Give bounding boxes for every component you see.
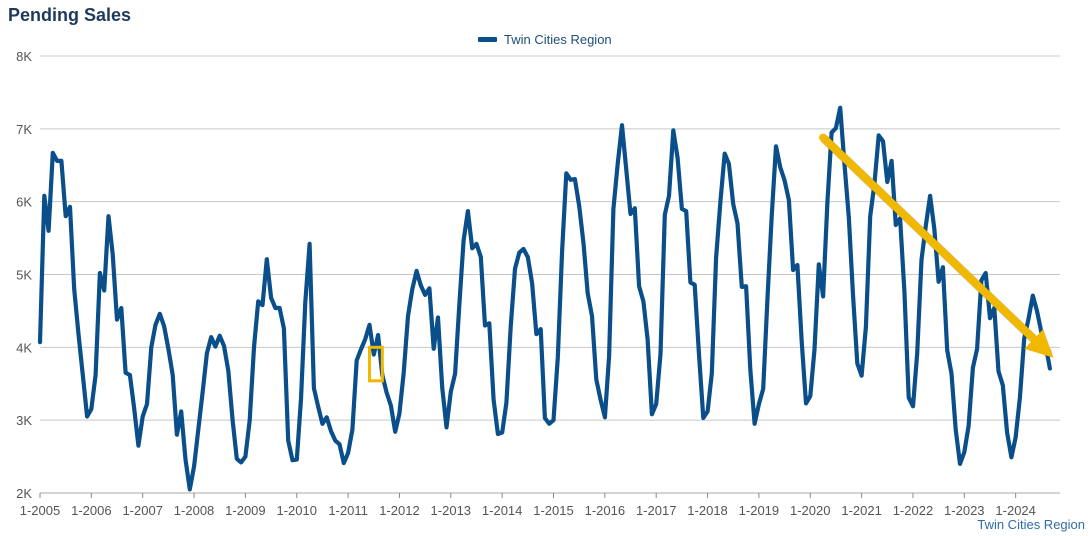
y-tick-label: 4K — [16, 340, 32, 355]
x-axis: 1-2005 1-2006 1-2007 1-2008 1-2009 1-2010 1-20… — [20, 492, 1060, 518]
y-axis: 2K 3K 4K 5K 6K 7K 8K — [16, 49, 32, 501]
y-tick-label: 5K — [16, 268, 32, 283]
x-tick-label: 1-2014 — [482, 503, 522, 518]
x-tick-label: 1-2016 — [585, 503, 625, 518]
x-tick-label: 1-2019 — [739, 503, 779, 518]
x-tick-label: 1-2006 — [71, 503, 111, 518]
x-tick-label: 1-2017 — [636, 503, 676, 518]
series-layer — [37, 105, 1053, 492]
x-tick-label: 1-2010 — [277, 503, 317, 518]
y-tick-label: 3K — [16, 413, 32, 428]
y-tick-label: 7K — [16, 122, 32, 137]
legend[interactable]: Twin Cities Region — [478, 32, 612, 47]
x-tick-label: 1-2022 — [893, 503, 933, 518]
x-tick-label: 1-2013 — [431, 503, 471, 518]
x-tick-label: 1-2011 — [328, 503, 368, 518]
y-tick-label: 2K — [16, 486, 32, 501]
x-tick-label: 1-2005 — [20, 503, 60, 518]
x-tick-label: 1-2007 — [122, 503, 162, 518]
source-label: Twin Cities Region — [977, 517, 1085, 532]
y-tick-label: 8K — [16, 49, 32, 64]
trend-arrow — [819, 133, 1054, 358]
x-tick-label: 1-2009 — [225, 503, 265, 518]
legend-label: Twin Cities Region — [504, 32, 612, 47]
x-tick-label: 1-2012 — [379, 503, 419, 518]
y-tick-label: 6K — [16, 195, 32, 210]
x-tick-label: 1-2023 — [944, 503, 984, 518]
chart-title: Pending Sales — [8, 5, 132, 25]
x-tick-label: 1-2008 — [174, 503, 214, 518]
x-tick-label: 1-2020 — [790, 503, 830, 518]
x-tick-label: 1-2015 — [533, 503, 573, 518]
gridlines — [40, 55, 1060, 494]
x-tick-label: 1-2024 — [995, 503, 1035, 518]
annotations — [367, 133, 1054, 383]
legend-swatch — [478, 37, 497, 42]
x-tick-label: 1-2018 — [687, 503, 727, 518]
highlight-box — [367, 345, 384, 383]
series-line-twin-cities-region[interactable] — [37, 105, 1053, 492]
x-tick-label: 1-2021 — [841, 503, 881, 518]
